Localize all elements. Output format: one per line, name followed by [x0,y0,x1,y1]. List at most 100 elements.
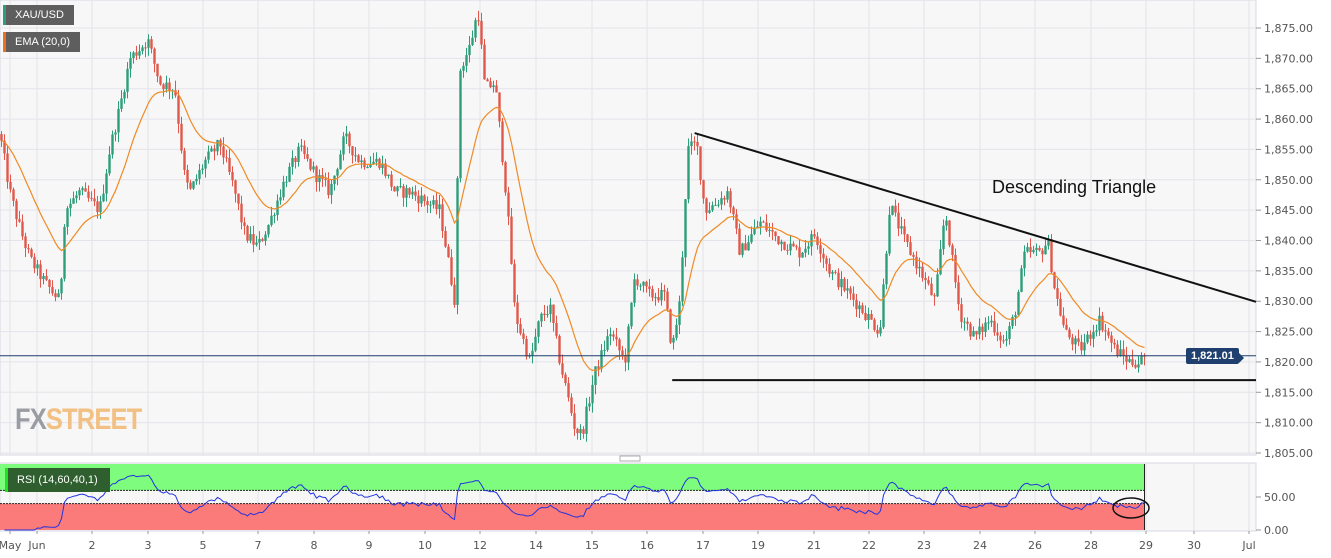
candle-body [315,166,318,183]
candle-body [303,145,306,155]
candle-body [714,205,717,207]
rsi-line [4,474,1145,531]
candle-body [99,201,102,213]
candle-body [15,200,18,220]
candle-body [375,158,378,162]
candle-body [933,295,936,297]
candle-body [267,224,270,235]
candle-body [327,180,330,196]
candle-body [387,174,390,176]
candle-body [0,134,3,141]
candle-body [480,20,483,45]
x-tick-label: Jun [27,539,45,552]
candle-body [261,239,264,241]
candle-body [561,363,564,375]
candle-body [555,323,558,336]
candle-body [33,256,36,269]
candle-body [42,275,45,280]
panel-resize-handle[interactable] [619,455,641,462]
candle-body [168,82,171,91]
candle-body [861,305,864,313]
candle-body [264,234,267,241]
candle-body [693,141,696,143]
candle-body [117,108,120,133]
y-tick-label: 1,855.00 [1264,143,1313,156]
candle-body [753,228,756,235]
candle-body [507,192,510,217]
candle-body [1107,331,1110,336]
candle-body [1080,341,1083,351]
candle-body [885,253,888,285]
candle-body [162,84,165,90]
candle-body [549,304,552,315]
candle-body [105,173,108,194]
candle-body [942,225,945,250]
candle-body [828,263,831,274]
watermark-street: STREET [45,403,142,436]
candle-body [390,174,393,187]
candle-body [378,158,381,169]
candle-body [1122,349,1125,356]
candle-body [444,230,447,247]
candle-body [582,429,585,434]
candle-body [1089,334,1092,339]
candle-body [459,70,462,179]
candle-body [1005,338,1008,341]
candle-body [783,241,786,250]
x-tick-label: 8 [311,539,318,552]
candle-body [1068,329,1071,338]
candle-body [102,193,105,202]
candle-body [144,47,147,49]
candle-body [231,172,234,181]
candle-body [372,161,375,165]
candle-body [429,204,432,206]
candle-body [636,279,639,286]
candle-body [357,155,360,163]
y-tick-label: 1,870.00 [1264,52,1313,65]
candle-body [978,326,981,335]
candle-body [990,320,993,323]
candle-body [1137,364,1140,368]
candle-body [147,39,150,48]
candle-body [1041,250,1044,255]
candle-body [1104,330,1107,332]
candle-body [138,51,141,56]
candle-body [603,349,606,351]
candle-body [450,257,453,285]
candle-body [1131,359,1134,365]
candle-body [177,95,180,124]
candle-body [351,146,354,156]
candle-body [699,146,702,181]
candle-body [180,123,183,151]
candle-body [633,279,636,303]
fxstreet-watermark: FXSTREET [15,403,142,437]
candle-body [366,167,369,169]
candle-body [246,225,249,241]
candle-body [717,204,720,206]
candle-body [840,278,843,288]
y-tick-label: 1,840.00 [1264,235,1313,248]
candle-body [120,98,123,109]
candle-body [252,234,255,245]
candle-body [420,195,423,204]
candle-body [213,148,216,152]
candle-body [675,324,678,338]
candle-body [165,82,168,90]
rsi-legend: RSI (14,60,40,1) [5,468,110,492]
candle-body [441,204,444,231]
candle-body [336,169,339,176]
candle-body [807,246,810,249]
candle-body [825,258,828,264]
candle-body [525,338,528,357]
candle-body [741,243,744,255]
x-tick-label: 26 [1028,539,1042,552]
candle-body [870,314,873,320]
candle-body [36,264,39,269]
candle-body [222,146,225,158]
candle-body [798,247,801,258]
candle-body [915,256,918,269]
x-tick-label: 16 [640,539,654,552]
candle-body [300,145,303,147]
candle-body [1038,247,1041,251]
candle-body [396,186,399,192]
